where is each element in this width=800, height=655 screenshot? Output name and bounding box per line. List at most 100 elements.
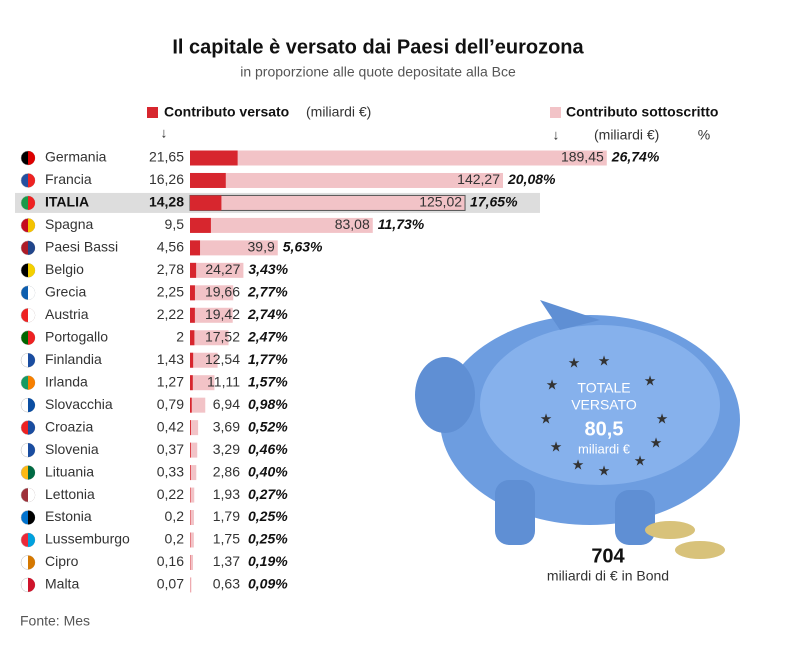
pct-header: % bbox=[698, 127, 710, 143]
flag bbox=[28, 263, 35, 277]
bar bbox=[190, 443, 197, 458]
category-label: Francia bbox=[45, 171, 92, 187]
svg-text:★: ★ bbox=[572, 457, 585, 473]
svg-text:★: ★ bbox=[546, 377, 559, 393]
flag bbox=[28, 443, 35, 457]
pct-label: 17,65% bbox=[470, 194, 518, 210]
value-label: 19,66 bbox=[205, 284, 240, 300]
category-label: Lettonia bbox=[45, 486, 95, 502]
value-label: 2,78 bbox=[157, 261, 184, 277]
svg-text:★: ★ bbox=[568, 355, 581, 371]
bar bbox=[190, 240, 200, 255]
svg-text:★: ★ bbox=[634, 453, 647, 469]
bar bbox=[190, 420, 191, 435]
bar bbox=[190, 285, 195, 300]
chart-title: Il capitale è versato dai Paesi dell’eur… bbox=[172, 36, 584, 58]
category-label: Croazia bbox=[45, 418, 93, 434]
svg-text:★: ★ bbox=[644, 373, 657, 389]
flag bbox=[28, 308, 35, 322]
category-label: Irlanda bbox=[45, 373, 88, 389]
value-label: 0,2 bbox=[165, 531, 185, 547]
flag bbox=[28, 241, 35, 255]
bar bbox=[190, 173, 226, 188]
pct-label: 26,74% bbox=[611, 149, 660, 165]
bar bbox=[190, 330, 194, 345]
legend-unit: (miliardi €) bbox=[594, 127, 659, 143]
category-label: Paesi Bassi bbox=[45, 239, 118, 255]
value-label: 0,33 bbox=[157, 463, 184, 479]
category-label: ITALIA bbox=[45, 194, 89, 210]
value-label: 1,27 bbox=[157, 373, 184, 389]
value-label: 1,37 bbox=[213, 553, 240, 569]
value-label: 0,42 bbox=[157, 418, 184, 434]
value-label: 142,27 bbox=[457, 171, 500, 187]
value-label: 21,65 bbox=[149, 149, 184, 165]
flag bbox=[28, 331, 35, 345]
value-label: 1,79 bbox=[213, 508, 240, 524]
value-label: 39,9 bbox=[248, 239, 275, 255]
pct-label: 2,77% bbox=[247, 284, 288, 300]
bar bbox=[190, 532, 194, 547]
annotation: 704 bbox=[591, 545, 625, 567]
value-label: 14,28 bbox=[149, 194, 184, 210]
pct-label: 0,25% bbox=[248, 508, 288, 524]
bar bbox=[190, 375, 193, 390]
legend-label: Contributo versato bbox=[164, 104, 289, 120]
pct-label: 11,73% bbox=[378, 216, 425, 232]
category-label: Slovacchia bbox=[45, 396, 113, 412]
chart-subtitle: in proporzione alle quote depositate all… bbox=[240, 64, 516, 80]
flag bbox=[28, 286, 35, 300]
pct-label: 5,63% bbox=[283, 239, 323, 255]
category-label: Portogallo bbox=[45, 328, 108, 344]
value-label: 4,56 bbox=[157, 239, 184, 255]
bar bbox=[190, 443, 191, 458]
legend-swatch bbox=[147, 107, 158, 118]
bar bbox=[190, 173, 503, 188]
flag bbox=[28, 466, 35, 480]
bar bbox=[190, 488, 194, 503]
pct-label: 1,57% bbox=[248, 373, 288, 389]
value-label: 3,29 bbox=[213, 441, 240, 457]
value-label: 19,42 bbox=[205, 306, 240, 322]
value-label: 3,69 bbox=[213, 418, 240, 434]
value-label: 6,94 bbox=[213, 396, 240, 412]
pct-label: 0,52% bbox=[248, 418, 288, 434]
annotation: miliardi € bbox=[578, 441, 631, 456]
value-label: 0,07 bbox=[157, 576, 184, 592]
value-label: 12,54 bbox=[205, 351, 240, 367]
category-label: Finlandia bbox=[45, 351, 102, 367]
flag bbox=[28, 421, 35, 435]
legend-swatch bbox=[550, 107, 561, 118]
value-label: 1,43 bbox=[157, 351, 184, 367]
flag bbox=[28, 173, 35, 187]
bar bbox=[190, 398, 192, 413]
value-label: 17,52 bbox=[205, 328, 240, 344]
svg-text:★: ★ bbox=[598, 353, 611, 369]
category-label: Austria bbox=[45, 306, 89, 322]
value-label: 125,02 bbox=[419, 194, 462, 210]
category-label: Spagna bbox=[45, 216, 93, 232]
flag bbox=[28, 218, 35, 232]
annotation: 80,5 bbox=[585, 418, 624, 440]
legend-unit: (miliardi €) bbox=[306, 104, 371, 120]
flag bbox=[28, 398, 35, 412]
value-label: 0,37 bbox=[157, 441, 184, 457]
flag bbox=[28, 555, 35, 569]
bar bbox=[190, 398, 205, 413]
value-label: 1,93 bbox=[213, 486, 240, 502]
pct-label: 0,09% bbox=[248, 576, 288, 592]
flag bbox=[28, 353, 35, 367]
annotation: miliardi di € in Bond bbox=[547, 568, 669, 584]
value-label: 2,25 bbox=[157, 284, 184, 300]
value-label: 1,75 bbox=[213, 531, 240, 547]
bar bbox=[190, 465, 196, 480]
svg-text:★: ★ bbox=[540, 411, 553, 427]
category-label: Belgio bbox=[45, 261, 84, 277]
svg-text:★: ★ bbox=[656, 411, 669, 427]
pct-label: 0,27% bbox=[248, 486, 288, 502]
category-label: Lussemburgo bbox=[45, 531, 130, 547]
value-label: 16,26 bbox=[149, 171, 184, 187]
bar bbox=[190, 218, 211, 233]
value-label: 2,22 bbox=[157, 306, 184, 322]
